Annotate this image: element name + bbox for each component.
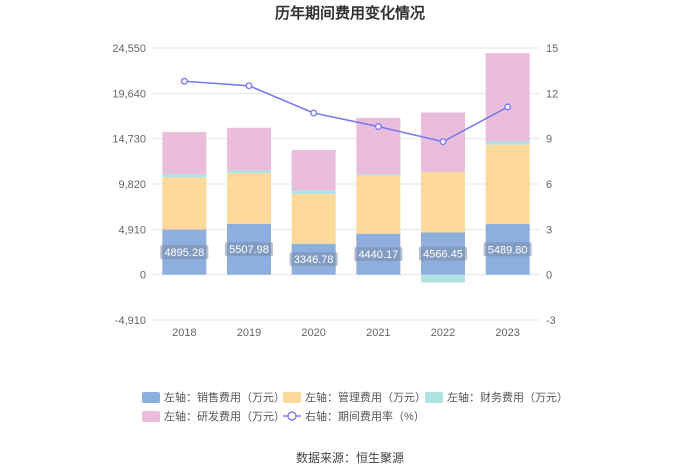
x-tick-label: 2019 — [237, 327, 261, 339]
bar-data-label: 4566.45 — [423, 249, 463, 261]
legend-label: 左轴：财务费用（万元） — [447, 390, 568, 404]
right-tick-label: 9 — [546, 134, 552, 146]
left-tick-label: 19,640 — [112, 88, 146, 100]
bar-3-2020 — [291, 190, 336, 194]
right-tick-label: 15 — [546, 43, 558, 55]
rate-point — [245, 82, 253, 90]
bar-3-2019 — [227, 170, 271, 174]
bar-4-2018 — [162, 132, 207, 175]
bar-2-2019 — [227, 173, 271, 224]
legend-swatch — [425, 392, 443, 403]
bar-3-2023 — [485, 141, 530, 145]
rate-line — [184, 80, 509, 143]
bar-label-bg — [354, 247, 403, 262]
left-axis: -4,910 0 4,910 9,820 14,730 19,640 24,550 — [112, 43, 146, 327]
rate-point — [439, 138, 447, 146]
bar-3-2021 — [356, 174, 401, 176]
rate-point — [180, 77, 188, 85]
bar-2-2022 — [421, 172, 465, 233]
bar-data-label: 4440.17 — [358, 249, 398, 261]
bar-label-bg — [289, 252, 338, 267]
left-tick-label: 4,910 — [118, 224, 146, 236]
legend-swatch — [142, 392, 160, 403]
legend-label: 左轴：销售费用（万元） — [164, 390, 285, 404]
right-tick-label: 3 — [546, 224, 552, 236]
bar-label-bg — [483, 242, 532, 257]
left-tick-label: 9,820 — [118, 179, 146, 191]
bar-data-label: 3346.78 — [294, 254, 334, 266]
legend-label: 右轴：期间费用率（%） — [305, 409, 425, 423]
bar-4-2020 — [291, 150, 336, 191]
legend-label: 左轴：管理费用（万元） — [305, 390, 426, 404]
x-tick-label: 2020 — [301, 327, 325, 339]
legend-swatch — [283, 392, 301, 403]
bar-2-2023 — [485, 144, 530, 224]
data-source: 数据来源：恒生聚源 — [296, 450, 404, 465]
x-tick-label: 2023 — [495, 327, 519, 339]
legend[interactable]: 左轴：销售费用（万元） 左轴：管理费用（万元） 左轴：财务费用（万元） 左轴：研发费用… — [142, 390, 568, 423]
right-tick-label: 0 — [546, 270, 552, 282]
left-tick-label: -4,910 — [115, 315, 146, 327]
bar-3-2022 — [421, 274, 465, 283]
bar-data-labels: 4895.28 5507.98 3346.78 4440.17 4566.45 5489.… — [160, 242, 532, 267]
bar-data-label: 4895.28 — [164, 247, 204, 259]
bar-data-label: 5489.80 — [488, 244, 528, 256]
bar-3-2018 — [162, 174, 207, 178]
left-tick-label: 14,730 — [112, 134, 146, 146]
right-tick-label: 6 — [546, 179, 552, 191]
x-tick-label: 2018 — [172, 327, 196, 339]
bar-4-2023 — [485, 53, 530, 142]
legend-swatch — [142, 411, 160, 422]
rate-point — [374, 123, 382, 131]
x-tick-label: 2021 — [366, 327, 390, 339]
x-axis: 2018 2019 2020 2021 2022 2023 — [172, 327, 520, 339]
bar-4-2019 — [227, 127, 271, 171]
bar-2-2020 — [291, 193, 336, 244]
legend-swatch-marker — [287, 411, 297, 421]
gridlines — [152, 47, 540, 321]
bar-series — [162, 53, 530, 283]
bar-label-bg — [418, 246, 468, 261]
legend-label: 左轴：研发费用（万元） — [164, 409, 285, 423]
chart-title: 历年期间费用变化情况 — [275, 4, 425, 22]
right-tick-label: -3 — [546, 315, 556, 327]
rate-point — [504, 103, 512, 111]
x-tick-label: 2022 — [431, 327, 455, 339]
bar-label-bg — [224, 242, 274, 257]
right-tick-label: 12 — [546, 88, 558, 100]
left-tick-label: 0 — [140, 270, 146, 282]
bar-2-2021 — [356, 175, 401, 234]
rate-line-series — [180, 77, 512, 146]
rate-point — [310, 109, 318, 117]
bar-2-2018 — [162, 177, 207, 230]
bar-label-bg — [160, 245, 209, 260]
left-tick-label: 24,550 — [112, 43, 146, 55]
bar-data-label: 5507.98 — [229, 244, 269, 256]
right-axis: -3 0 3 6 9 12 15 — [546, 43, 558, 327]
